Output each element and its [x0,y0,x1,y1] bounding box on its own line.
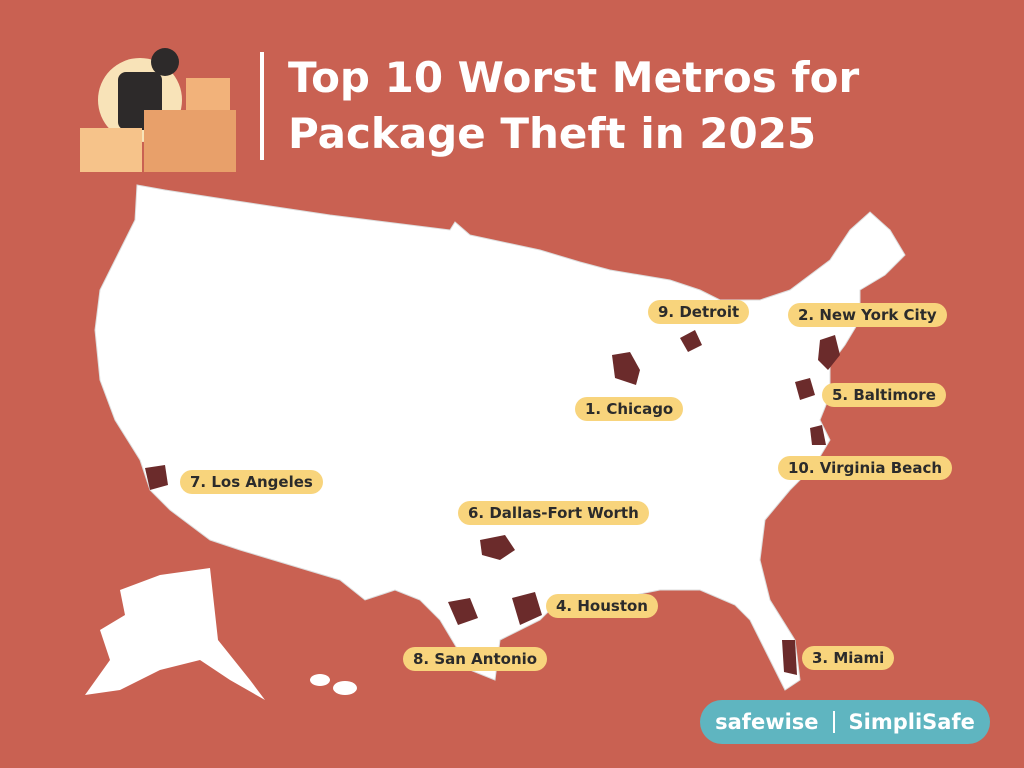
metro-miami [782,640,797,675]
brand-simplisafe: SimpliSafe [848,710,975,734]
metro-label: 4. Houston [546,594,658,618]
illustration-box [80,128,142,172]
us-outline [94,184,906,691]
illustration-head [151,48,179,76]
title-line: Top 10 Worst Metros for [288,53,860,102]
hawaii [333,681,357,695]
hawaii [310,674,330,686]
brand-separator [832,711,835,733]
metro-label: 8. San Antonio [403,647,548,671]
metro-la [145,465,168,490]
metro-label: 5. Baltimore [822,383,946,407]
metro-label: 6. Dallas-Fort Worth [458,501,649,525]
brand-logo: safewise SimpliSafe [700,700,990,744]
metro-houston [512,592,542,625]
metro-label: 9. Detroit [648,300,750,324]
metro-label: 3. Miami [802,646,895,670]
brand-safewise: safewise [715,710,819,734]
metro-label: 2. New York City [788,303,947,327]
metro-label: 7. Los Angeles [180,470,323,494]
metro-detroit [680,330,702,352]
illustration-box [186,78,230,110]
metro-san-antonio [448,598,478,625]
metro-baltimore [795,378,815,400]
alaska [85,568,265,700]
title: Top 10 Worst Metros for Package Theft in… [288,50,859,162]
metro-label: 1. Chicago [575,397,684,421]
metro-virginia-beach [810,425,826,445]
title-line: Package Theft in 2025 [288,109,817,158]
title-divider [260,52,264,160]
metro-label: 10. Virginia Beach [778,456,953,480]
illustration-box [144,110,236,172]
metro-areas [145,330,840,675]
metro-chicago [612,352,640,385]
metro-dfw [480,535,515,560]
metro-nyc [818,335,840,370]
